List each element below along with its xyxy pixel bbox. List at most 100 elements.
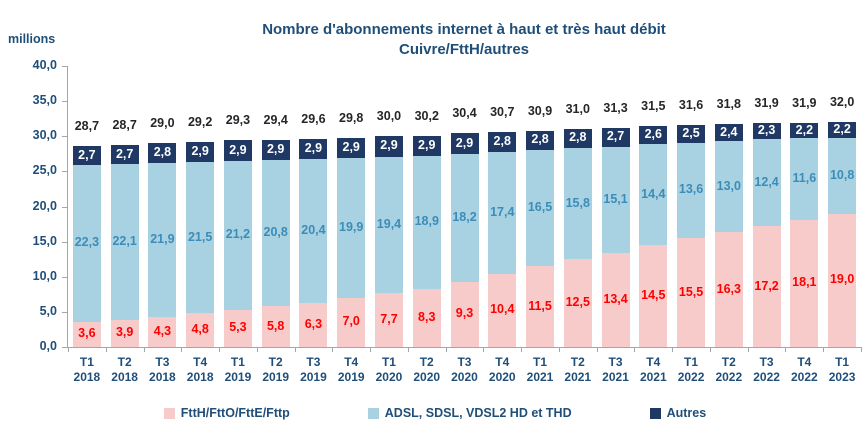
bar-label-autres: 2,9 bbox=[455, 135, 474, 150]
bar-label-adsl: 21,9 bbox=[150, 231, 175, 246]
x-label-year: 2019 bbox=[337, 370, 365, 384]
bar-segment-adsl bbox=[72, 165, 101, 322]
x-label-quarter: T1 bbox=[230, 355, 245, 369]
bar-label-autres: 2,4 bbox=[720, 124, 738, 139]
y-axis-tick-label: 15,0 bbox=[32, 233, 57, 248]
legend-swatch-adsl bbox=[367, 407, 379, 419]
bar-label-autres: 2,9 bbox=[418, 137, 436, 152]
bar-segment-ftth bbox=[752, 226, 781, 347]
x-axis-tick bbox=[747, 347, 749, 352]
x-axis-category-label: T1 2018 bbox=[68, 355, 106, 385]
bar-label-adsl: 22,1 bbox=[112, 233, 137, 248]
x-label-year: 2022 bbox=[677, 370, 705, 384]
x-axis-tick bbox=[445, 347, 447, 352]
x-axis-category-label: T2 2020 bbox=[408, 355, 446, 385]
legend-item-ftth: FttH/FttO/FttE/Fttp bbox=[163, 406, 290, 420]
x-label-quarter: T1 bbox=[79, 355, 94, 369]
x-label-year: 2019 bbox=[262, 370, 290, 384]
y-axis-tick-label: 20,0 bbox=[32, 198, 57, 213]
bar-segment-adsl bbox=[148, 162, 177, 317]
legend: FttH/FttO/FttE/Fttp ADSL, SDSL, VDSL2 HD … bbox=[40, 406, 830, 420]
bar-label-ftth: 6,3 bbox=[304, 316, 323, 331]
x-axis-category-label: T4 2018 bbox=[181, 355, 219, 385]
y-axis-tick-label: 35,0 bbox=[32, 93, 57, 108]
y-axis-tick bbox=[62, 101, 67, 103]
bar-segment-adsl bbox=[563, 148, 592, 260]
bar-segment-autres bbox=[714, 124, 743, 142]
x-axis-tick bbox=[709, 347, 711, 352]
bar-segment-adsl bbox=[186, 162, 215, 314]
bar-label-ftth: 13,4 bbox=[603, 291, 628, 306]
x-axis-category-label: T4 2021 bbox=[634, 355, 672, 385]
bar-segment-autres bbox=[526, 130, 555, 151]
x-axis-category-label: T1 2021 bbox=[521, 355, 559, 385]
bar-label-autres: 2,9 bbox=[304, 141, 323, 156]
total-label: 31,8 bbox=[716, 97, 741, 112]
x-axis-category-label: T2 2018 bbox=[106, 355, 144, 385]
bar-label-ftth: 16,3 bbox=[716, 281, 741, 296]
bar-segment-adsl bbox=[790, 138, 819, 220]
x-label-quarter: T2 bbox=[268, 355, 283, 369]
bar-segment-autres bbox=[374, 136, 403, 157]
x-label-quarter: T4 bbox=[495, 355, 510, 369]
bar-label-adsl: 20,4 bbox=[301, 223, 326, 238]
chart-title-line2: Cuivre/FttH/autres bbox=[398, 41, 530, 58]
bar-segment-autres bbox=[186, 141, 215, 163]
y-axis-line bbox=[67, 66, 68, 347]
total-label: 31,6 bbox=[678, 98, 704, 112]
bar-segment-autres bbox=[148, 143, 177, 163]
bar-segment-autres bbox=[488, 132, 517, 152]
x-axis-tick bbox=[143, 347, 145, 352]
x-label-quarter: T3 bbox=[759, 355, 774, 369]
bar-label-ftth: 11,5 bbox=[528, 298, 552, 313]
bar-label-ftth: 5,8 bbox=[266, 318, 285, 333]
bar-segment-ftth bbox=[337, 297, 366, 347]
bar-segment-ftth bbox=[223, 309, 252, 347]
bar-label-adsl: 13,6 bbox=[678, 182, 704, 197]
bar-label-adsl: 18,2 bbox=[452, 209, 477, 224]
bar-segment-autres bbox=[450, 133, 479, 154]
bar-segment-adsl bbox=[714, 141, 743, 233]
bar-label-ftth: 14,5 bbox=[641, 288, 666, 303]
x-axis-category-label: T4 2020 bbox=[483, 355, 521, 385]
x-axis-category-label: T3 2018 bbox=[144, 355, 182, 385]
x-axis-tick bbox=[105, 347, 107, 352]
bar-label-autres: 2,2 bbox=[833, 121, 851, 136]
x-label-year: 2020 bbox=[451, 370, 478, 384]
y-axis-tick-label: 0,0 bbox=[39, 339, 57, 353]
bar-segment-ftth bbox=[639, 245, 668, 347]
bar-segment-adsl bbox=[601, 146, 630, 253]
y-axis-tick bbox=[62, 347, 67, 348]
bar-label-autres: 2,8 bbox=[531, 132, 549, 147]
bar-label-autres: 2,9 bbox=[191, 144, 209, 159]
bar-label-adsl: 22,3 bbox=[74, 235, 100, 250]
bar-label-ftth: 7,0 bbox=[342, 314, 360, 329]
x-label-year: 2022 bbox=[753, 370, 780, 384]
bar-label-adsl: 21,2 bbox=[225, 227, 251, 242]
x-axis-category-label: T2 2022 bbox=[710, 355, 748, 385]
x-label-quarter: T4 bbox=[797, 355, 812, 369]
x-axis-tick bbox=[558, 347, 560, 352]
bar-label-ftth: 18,1 bbox=[792, 275, 817, 290]
bar-label-adsl: 17,4 bbox=[490, 204, 515, 219]
x-label-year: 2021 bbox=[602, 370, 629, 384]
bar-label-adsl: 15,8 bbox=[565, 195, 590, 210]
x-label-year: 2020 bbox=[413, 370, 441, 384]
x-axis-tick bbox=[596, 347, 598, 352]
bar-segment-autres bbox=[223, 140, 252, 161]
total-label: 28,7 bbox=[112, 118, 137, 133]
x-axis-line bbox=[67, 347, 861, 348]
x-axis-tick bbox=[256, 347, 258, 352]
x-axis-tick bbox=[332, 347, 334, 352]
bar-segment-adsl bbox=[828, 137, 857, 214]
x-label-year: 2020 bbox=[375, 370, 403, 384]
bar-segment-adsl bbox=[110, 164, 139, 320]
bar-segment-ftth bbox=[374, 292, 403, 347]
x-axis-category-label: T1 2022 bbox=[672, 355, 710, 385]
bar-label-autres: 2,7 bbox=[115, 146, 134, 161]
x-label-year: 2022 bbox=[790, 370, 818, 384]
bar-label-adsl: 13,0 bbox=[716, 178, 741, 193]
bar-segment-ftth bbox=[450, 281, 479, 347]
x-label-year: 2020 bbox=[488, 370, 516, 384]
x-label-quarter: T1 bbox=[533, 355, 548, 369]
